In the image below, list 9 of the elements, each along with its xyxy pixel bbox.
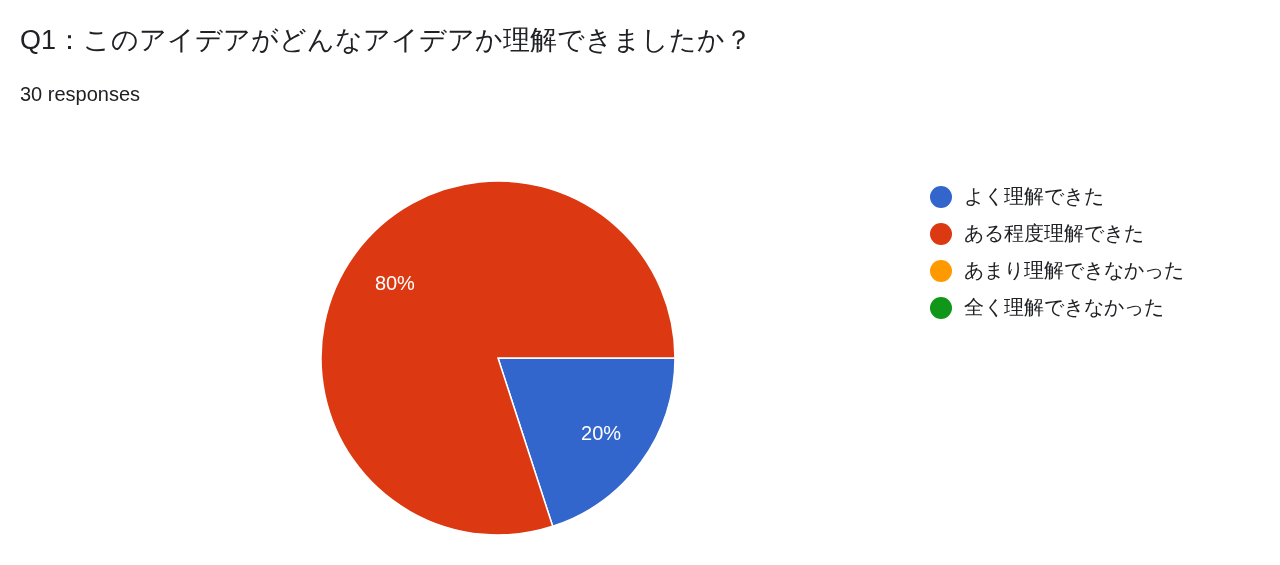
- legend-label: 全く理解できなかった: [964, 295, 1164, 320]
- legend-label: よく理解できた: [964, 184, 1104, 209]
- pie-slice: [320, 180, 676, 536]
- data-label: 80%: [374, 272, 416, 295]
- chart-title: Q1：このアイデアがどんなアイデアか理解できましたか？: [20, 24, 753, 57]
- text: 30 responses: [20, 83, 141, 106]
- legend-label: あまり理解できなかった: [964, 258, 1184, 283]
- data-label: 20%: [581, 421, 622, 444]
- legend-label: ある程度理解できた: [964, 221, 1144, 246]
